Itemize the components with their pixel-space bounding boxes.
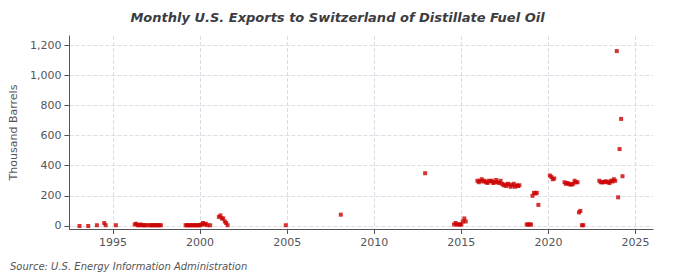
- svg-text:2025: 2025: [622, 236, 650, 249]
- svg-text:1995: 1995: [99, 236, 127, 249]
- svg-text:2010: 2010: [360, 236, 388, 249]
- svg-text:Thousand Barrels: Thousand Barrels: [7, 84, 20, 181]
- svg-text:600: 600: [40, 129, 61, 142]
- svg-text:2015: 2015: [447, 236, 475, 249]
- svg-text:2000: 2000: [186, 236, 214, 249]
- svg-text:400: 400: [40, 159, 61, 172]
- svg-text:2005: 2005: [273, 236, 301, 249]
- svg-text:Monthly U.S. Exports to Switze: Monthly U.S. Exports to Switzerland of D…: [130, 10, 545, 25]
- svg-text:2020: 2020: [534, 236, 562, 249]
- svg-text:800: 800: [40, 99, 61, 112]
- svg-text:1,000: 1,000: [30, 69, 62, 82]
- svg-text:0: 0: [54, 219, 61, 232]
- svg-text:1,200: 1,200: [30, 39, 62, 52]
- svg-text:Source: U.S. Energy Informatio: Source: U.S. Energy Information Administ…: [10, 261, 247, 272]
- svg-text:200: 200: [40, 189, 61, 202]
